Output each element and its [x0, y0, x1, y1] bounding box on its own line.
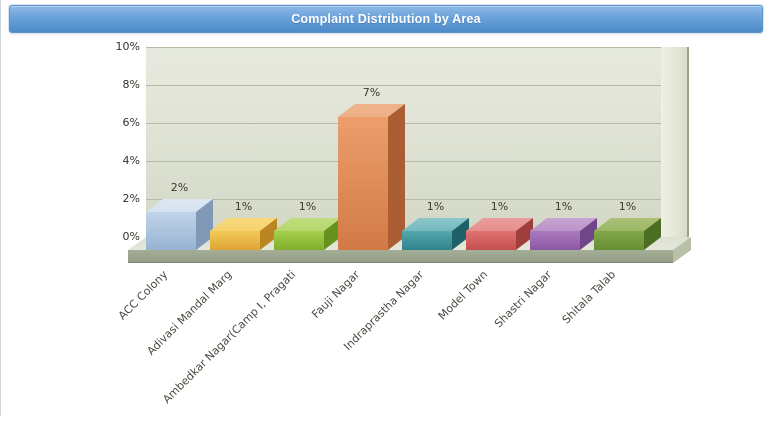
- y-axis-tick-label: 6%: [122, 116, 140, 129]
- bar-front-face: [338, 117, 388, 250]
- bar-top-face: [530, 218, 597, 231]
- bar-side-face: [196, 199, 213, 250]
- bar-2[interactable]: [210, 218, 277, 250]
- bar-value-label: 1%: [490, 200, 509, 213]
- bar-top-face: [594, 218, 661, 231]
- y-axis-tick-label: 4%: [122, 154, 140, 167]
- bar-front-face: [146, 212, 196, 250]
- bar-top-face: [338, 104, 405, 117]
- y-axis-tick-label: 10%: [115, 40, 140, 53]
- bar-front-face: [530, 231, 580, 250]
- bar-value-label: 1%: [554, 200, 573, 213]
- bar-front-face: [402, 231, 452, 250]
- bar-value-label: 1%: [298, 200, 317, 213]
- bar-5[interactable]: [402, 218, 469, 250]
- bar-6[interactable]: [466, 218, 533, 250]
- bar-value-label: 2%: [170, 181, 189, 194]
- y-axis-tick-label: 8%: [122, 78, 140, 91]
- bar-4[interactable]: [338, 104, 405, 250]
- bar-top-face: [146, 199, 213, 212]
- y-axis-tick-label: 2%: [122, 192, 140, 205]
- bar-8[interactable]: [594, 218, 661, 250]
- plot-right-wall: [661, 47, 689, 250]
- bar-value-label: 1%: [618, 200, 637, 213]
- bar-side-face: [388, 104, 405, 250]
- bar-value-label: 1%: [234, 200, 253, 213]
- chart-title-bar: Complaint Distribution by Area: [9, 5, 763, 33]
- y-axis-tick-label: 0%: [122, 230, 140, 243]
- bar-top-face: [402, 218, 469, 231]
- plot-floor-front-face: [128, 250, 673, 263]
- bar-front-face: [210, 231, 260, 250]
- bar-value-label: 7%: [362, 86, 381, 99]
- bar-top-face: [466, 218, 533, 231]
- bar-value-label: 1%: [426, 200, 445, 213]
- bar-3[interactable]: [274, 218, 341, 250]
- bar-7[interactable]: [530, 218, 597, 250]
- complaint-chart-widget: Complaint Distribution by Area 10% 8% 6% 4%…: [0, 0, 763, 416]
- bar-front-face: [274, 231, 324, 250]
- chart-title: Complaint Distribution by Area: [291, 12, 481, 26]
- bar-front-face: [594, 231, 644, 250]
- bar-top-face: [210, 218, 277, 231]
- bar-front-face: [466, 231, 516, 250]
- bar-1[interactable]: [146, 199, 213, 250]
- bar-top-face: [274, 218, 341, 231]
